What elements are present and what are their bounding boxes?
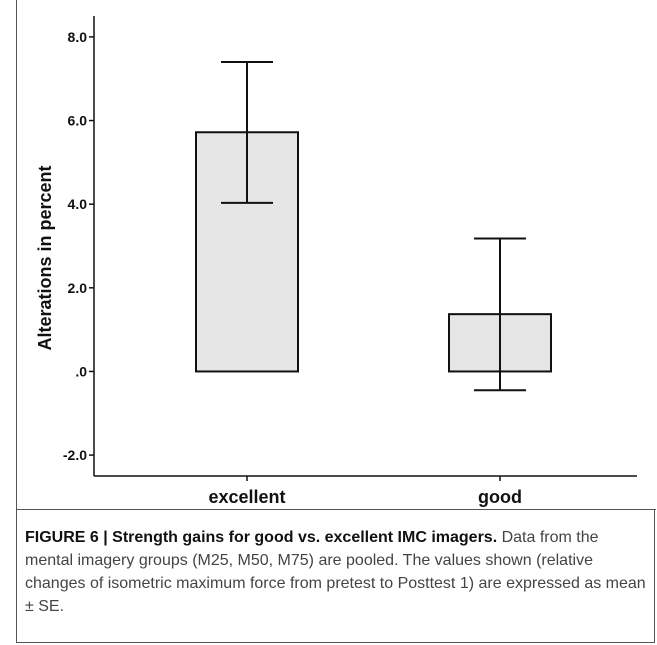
y-tick-label: 8.0 <box>68 29 88 45</box>
error-bars <box>221 61 526 392</box>
x-category-label: excellent <box>208 487 285 507</box>
bars <box>195 131 552 373</box>
plot-area: 8.0 6.0 4.0 2.0 .0 -2.0 Alterations in percent… <box>17 0 656 510</box>
y-tick-label: 2.0 <box>68 280 88 296</box>
bar-chart: 8.0 6.0 4.0 2.0 .0 -2.0 Alterations in percent… <box>35 16 637 507</box>
figure-caption: FIGURE 6 | Strength gains for good vs. e… <box>25 526 647 618</box>
labels: 8.0 6.0 4.0 2.0 .0 -2.0 Alterations in percent… <box>35 29 522 507</box>
x-category-label: good <box>478 487 522 507</box>
y-tick-label: 6.0 <box>68 113 88 129</box>
y-axis-title: Alterations in percent <box>35 165 55 350</box>
caption-title: Strength gains for good vs. excellent IM… <box>112 529 498 546</box>
y-tick-label: .0 <box>75 363 87 379</box>
caption-body: Data from the mental imagery groups (M25… <box>25 529 646 615</box>
y-tick-label: 4.0 <box>68 196 88 212</box>
caption-label: FIGURE 6 | <box>25 529 108 546</box>
figure-frame: 8.0 6.0 4.0 2.0 .0 -2.0 Alterations in percent… <box>16 0 656 643</box>
y-tick-label: -2.0 <box>63 447 87 463</box>
axes <box>89 16 637 481</box>
